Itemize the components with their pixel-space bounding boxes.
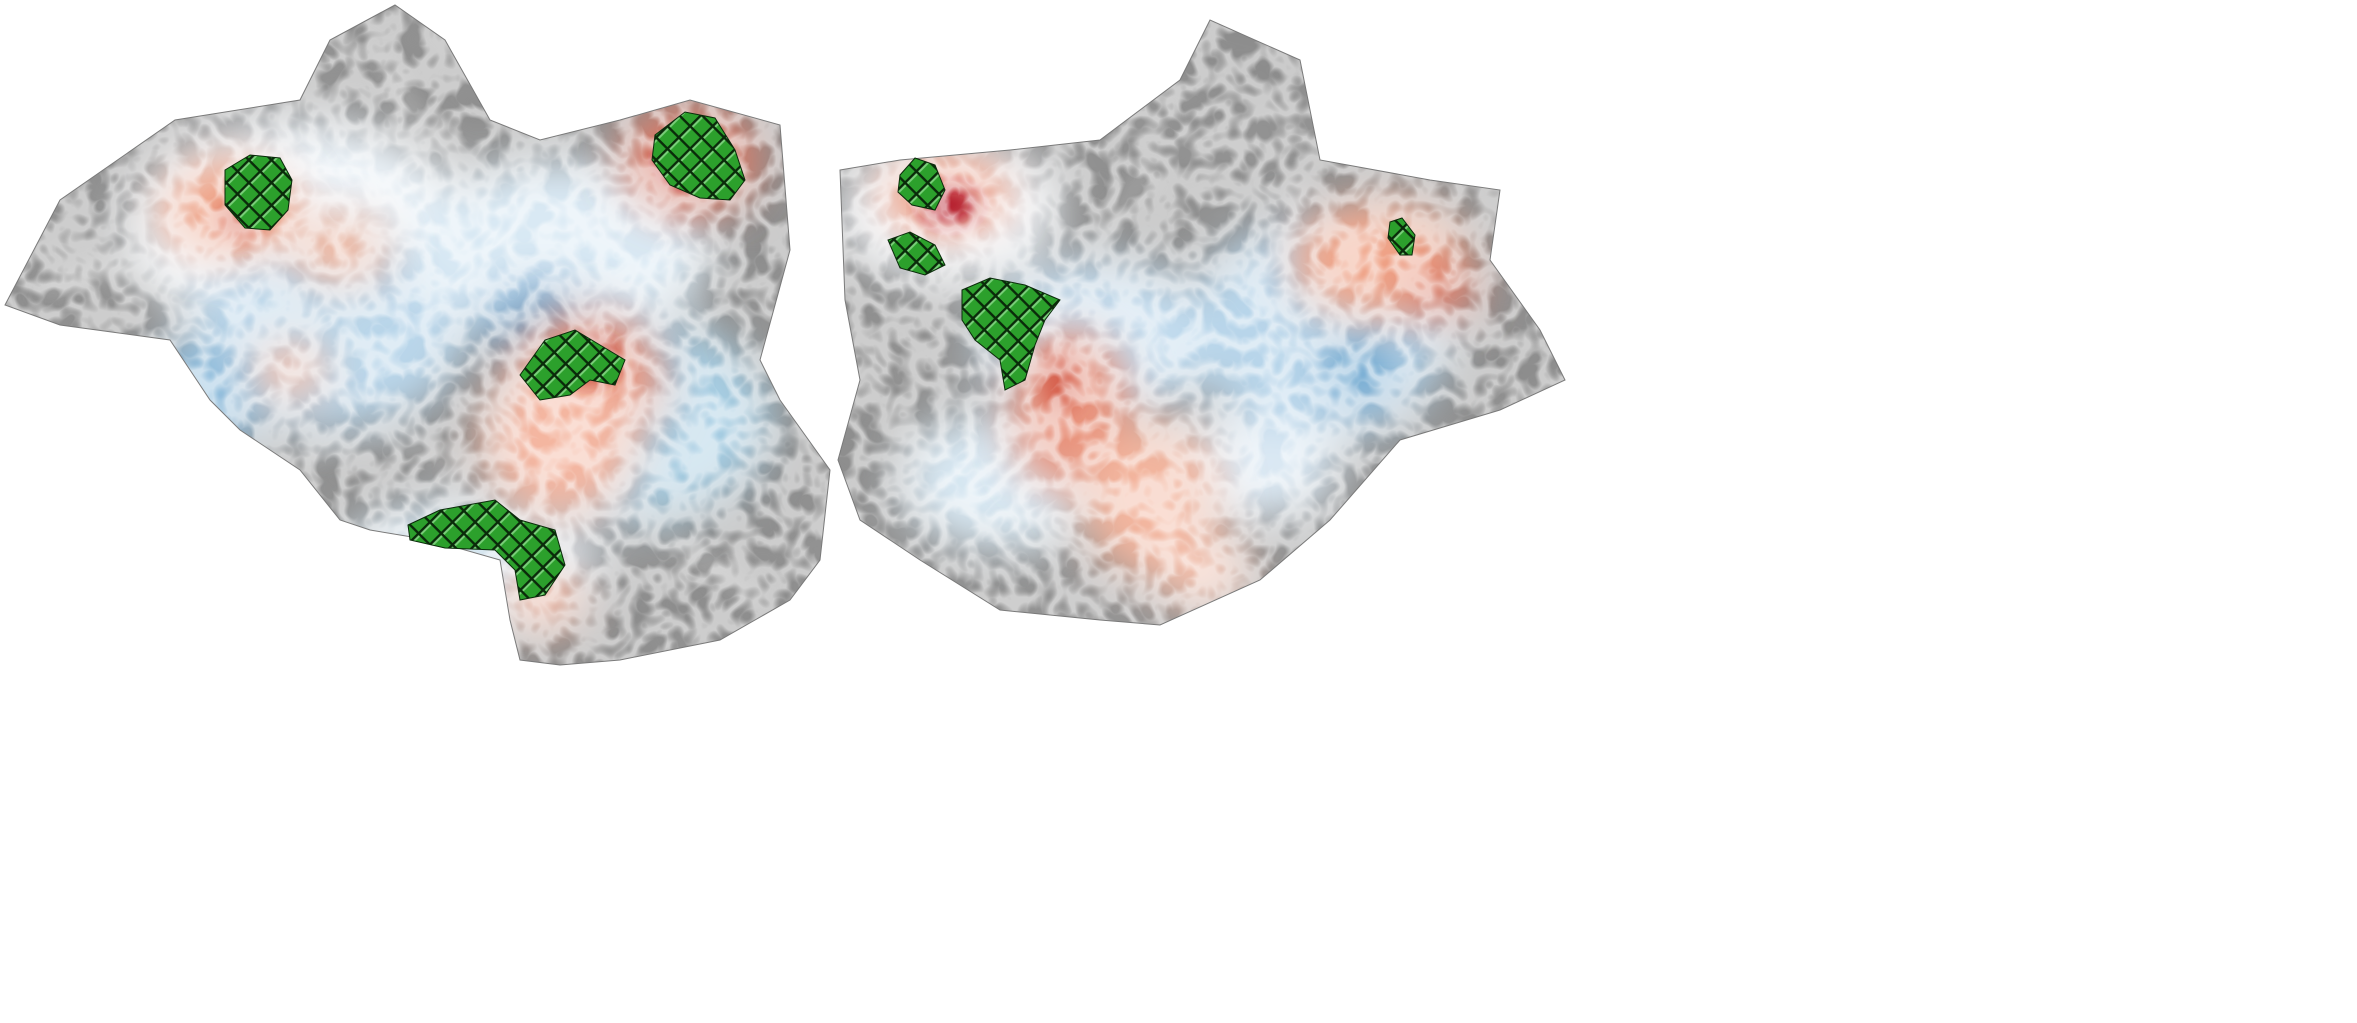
roi-left-3	[519, 329, 626, 401]
right-hemisphere	[838, 20, 1565, 625]
roi-right-2	[887, 231, 946, 276]
roi-right-4	[1387, 217, 1416, 256]
roi-left-2	[651, 111, 746, 201]
roi-right-1	[897, 157, 946, 211]
roi-left-1	[224, 154, 293, 231]
roi-left-4	[407, 499, 566, 601]
roi-regions	[224, 111, 1416, 601]
roi-right-3	[961, 277, 1061, 391]
left-hemisphere	[5, 5, 830, 665]
